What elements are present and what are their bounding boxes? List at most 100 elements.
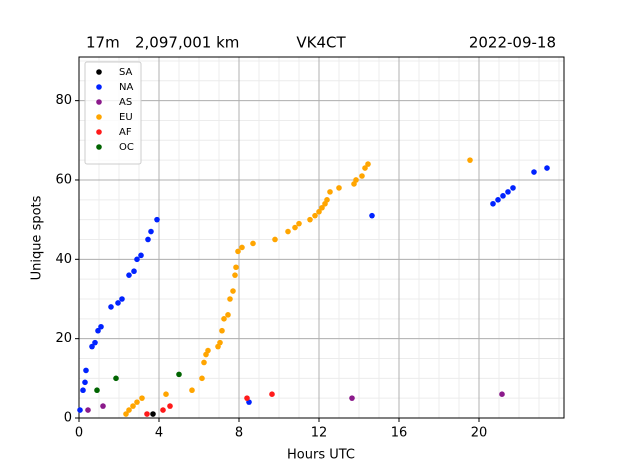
point bbox=[119, 296, 125, 302]
distance: 2,097,001 km bbox=[135, 34, 239, 52]
point bbox=[144, 411, 150, 417]
point bbox=[296, 220, 302, 227]
point bbox=[98, 323, 104, 330]
point bbox=[126, 272, 132, 278]
point bbox=[126, 407, 132, 413]
legend-label: AF bbox=[119, 127, 132, 138]
point bbox=[221, 316, 227, 322]
point bbox=[176, 371, 182, 378]
point bbox=[205, 347, 211, 354]
point bbox=[217, 339, 223, 346]
point bbox=[145, 236, 151, 243]
point bbox=[89, 343, 95, 350]
point bbox=[85, 407, 91, 413]
point bbox=[324, 197, 330, 203]
x-tick-label: 0 bbox=[75, 426, 83, 441]
point bbox=[467, 157, 473, 163]
point bbox=[138, 252, 144, 259]
point bbox=[500, 193, 506, 199]
legend-marker bbox=[96, 129, 102, 135]
point bbox=[353, 177, 359, 183]
point bbox=[115, 300, 121, 306]
legend-label: SA bbox=[119, 67, 133, 78]
legend-marker bbox=[96, 114, 102, 120]
point bbox=[100, 403, 106, 409]
point bbox=[510, 185, 516, 191]
point bbox=[82, 379, 88, 386]
legend-label: NA bbox=[119, 82, 133, 93]
y-axis-label: Unique spots bbox=[30, 195, 45, 280]
point bbox=[150, 411, 156, 417]
x-tick-label: 8 bbox=[235, 426, 243, 441]
point bbox=[230, 288, 236, 294]
point bbox=[163, 391, 169, 397]
band: 17m bbox=[86, 34, 120, 52]
point bbox=[94, 387, 100, 394]
point bbox=[219, 327, 225, 334]
legend-label: OC bbox=[119, 142, 134, 153]
point bbox=[490, 200, 496, 207]
point bbox=[80, 387, 86, 394]
point bbox=[108, 304, 114, 310]
point bbox=[134, 399, 140, 405]
y-tick-label: 80 bbox=[55, 93, 72, 108]
point bbox=[359, 173, 365, 179]
x-tick-label: 4 bbox=[155, 426, 163, 441]
point bbox=[307, 216, 313, 223]
point bbox=[83, 367, 89, 374]
point bbox=[131, 268, 137, 275]
point bbox=[531, 169, 537, 175]
y-tick-label: 40 bbox=[55, 252, 72, 267]
point bbox=[239, 244, 245, 251]
x-tick-label: 12 bbox=[311, 426, 328, 441]
legend-marker bbox=[96, 69, 102, 75]
legend-label: AS bbox=[119, 97, 132, 108]
point bbox=[189, 387, 195, 394]
point bbox=[92, 339, 98, 346]
point bbox=[130, 403, 136, 409]
point bbox=[235, 248, 241, 255]
point bbox=[250, 240, 256, 247]
point bbox=[201, 359, 207, 366]
point bbox=[95, 327, 101, 334]
legend: SA NA AS EU AF OC bbox=[84, 61, 142, 165]
point bbox=[199, 375, 205, 382]
y-tick-label: 20 bbox=[55, 331, 72, 346]
point bbox=[327, 189, 333, 195]
legend-marker bbox=[96, 99, 102, 105]
point bbox=[272, 236, 278, 243]
point bbox=[369, 212, 375, 219]
point bbox=[312, 212, 318, 219]
point bbox=[495, 197, 501, 203]
point bbox=[167, 403, 173, 409]
point bbox=[244, 395, 250, 401]
callsign: VK4CT bbox=[296, 34, 346, 52]
point bbox=[499, 391, 505, 397]
point bbox=[134, 256, 140, 263]
legend-label: EU bbox=[119, 112, 133, 123]
point bbox=[113, 375, 119, 382]
point bbox=[233, 264, 239, 271]
point bbox=[232, 272, 238, 278]
y-tick-label: 60 bbox=[55, 172, 72, 187]
legend-marker bbox=[96, 144, 102, 150]
point bbox=[285, 228, 291, 235]
point bbox=[292, 224, 298, 231]
x-axis-label: Hours UTC bbox=[287, 448, 355, 463]
point bbox=[269, 391, 275, 397]
point bbox=[123, 411, 129, 417]
point bbox=[319, 204, 325, 211]
x-tick-label: 20 bbox=[471, 426, 488, 441]
y-tick-label: 0 bbox=[64, 411, 72, 426]
point bbox=[349, 395, 355, 401]
date: 2022-09-18 bbox=[469, 34, 556, 52]
point bbox=[160, 407, 166, 413]
point bbox=[154, 216, 160, 223]
legend-marker bbox=[96, 84, 102, 90]
plot-frame bbox=[78, 56, 565, 419]
point bbox=[505, 189, 511, 195]
point bbox=[336, 185, 342, 191]
point bbox=[77, 407, 83, 413]
x-tick-label: 16 bbox=[391, 426, 408, 441]
